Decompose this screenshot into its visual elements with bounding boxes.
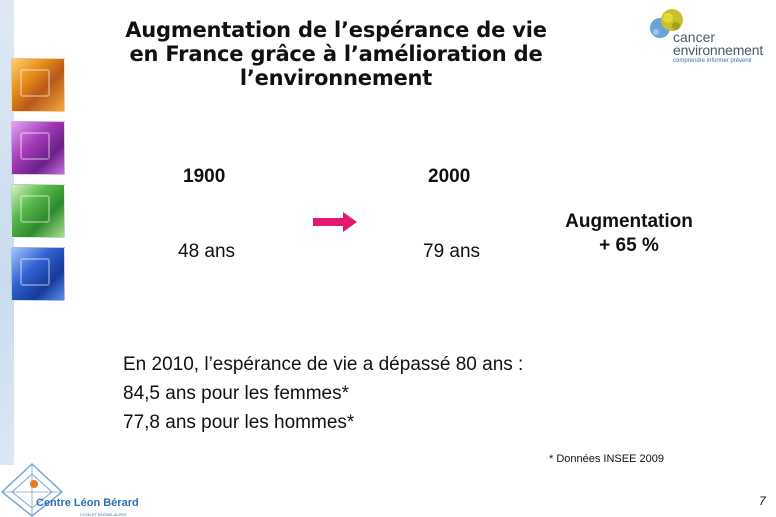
year-2000: 2000 xyxy=(428,166,471,187)
cancer-environnement-logo: cancer environnement comprendre informer… xyxy=(642,2,776,66)
page-number: 7 xyxy=(759,494,766,508)
source-note: * Données INSEE 2009 xyxy=(549,453,664,465)
logo-word-cancer: cancer xyxy=(673,29,716,45)
diamond-logo-icon xyxy=(0,462,64,517)
increase-summary: Augmentation + 65 % xyxy=(549,210,709,258)
stats-line: 84,5 ans pour les femmes* xyxy=(123,383,350,404)
stats-block: En 2010, l’espérance de vie a dépassé 80… xyxy=(123,350,523,437)
year-1900: 1900 xyxy=(183,166,226,187)
photo-thumbnail-purple xyxy=(11,121,65,175)
right-arrow-icon xyxy=(313,212,357,232)
stats-line: En 2010, l’espérance de vie a dépassé 80… xyxy=(123,354,524,375)
title-line: l’environnement xyxy=(239,66,433,90)
photo-thumbnail-orange xyxy=(11,58,65,112)
logo-word-environnement: environnement xyxy=(673,42,764,58)
life-expectancy-1900: 48 ans xyxy=(178,241,236,262)
logo-tagline: comprendre informer prévenir xyxy=(673,58,753,64)
tree-icon xyxy=(650,9,683,38)
photo-thumbnail-green xyxy=(11,184,65,238)
increase-value: + 65 % xyxy=(599,235,659,256)
stats-line: 77,8 ans pour les hommes* xyxy=(123,412,355,433)
centre-leon-berard-logo: Centre Léon Bérard LYON ET RHÔNE-ALPES xyxy=(0,462,150,517)
logo-subtitle: LYON ET RHÔNE-ALPES xyxy=(80,512,127,517)
photo-thumbnail-blue xyxy=(11,247,65,301)
side-band xyxy=(0,0,14,465)
slide-title: Augmentation de l’espérance de vie en Fr… xyxy=(80,18,592,90)
title-line: en France grâce à l’amélioration de xyxy=(129,42,543,66)
increase-label: Augmentation xyxy=(565,211,693,232)
logo-name: Centre Léon Bérard xyxy=(36,497,139,509)
life-expectancy-2000: 79 ans xyxy=(423,241,481,262)
title-line: Augmentation de l’espérance de vie xyxy=(125,18,547,42)
